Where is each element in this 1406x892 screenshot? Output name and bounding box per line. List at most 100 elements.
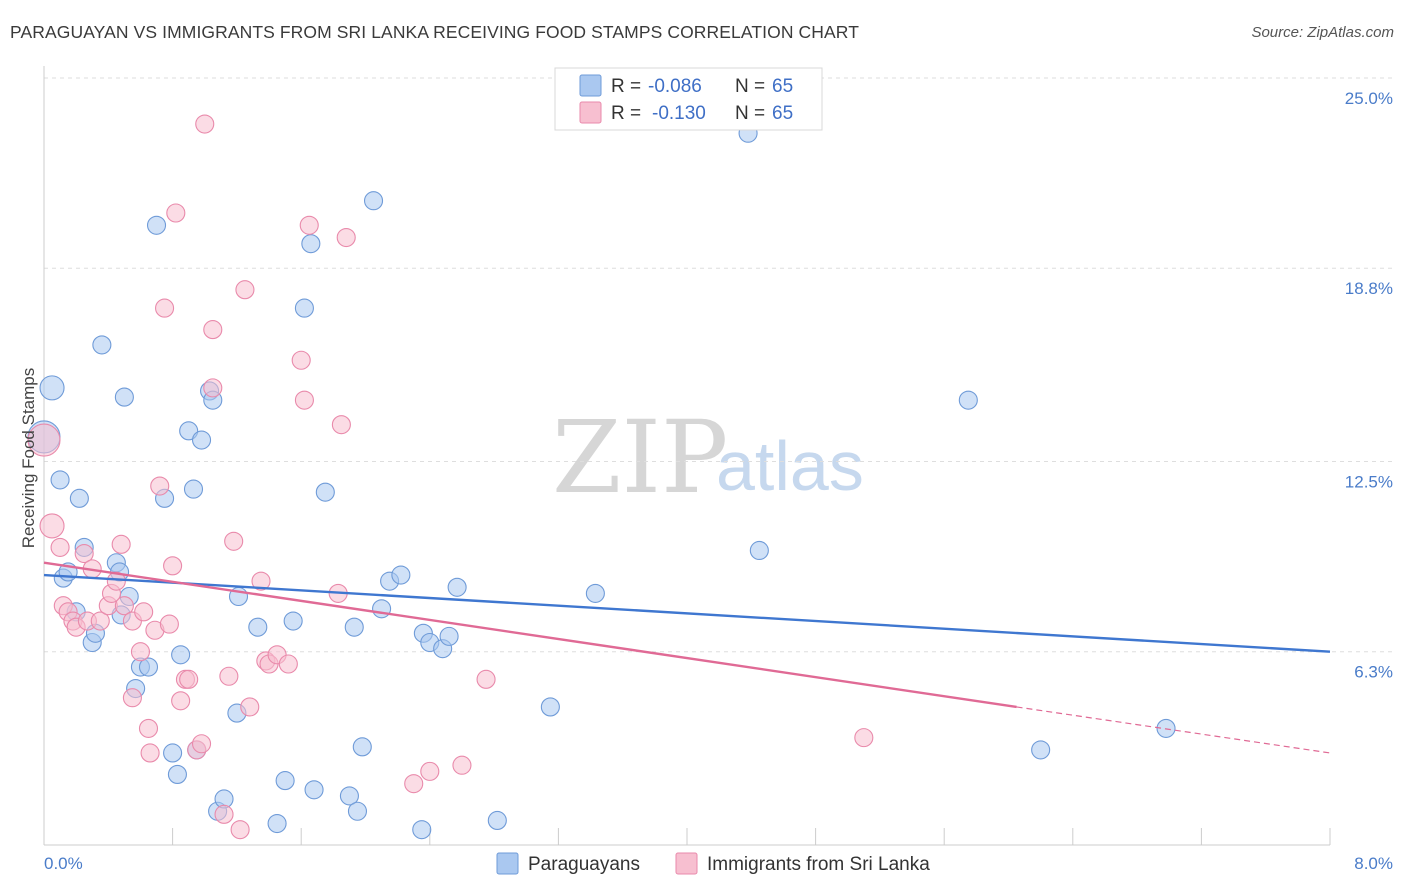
sri-lanka-point-19[interactable]: [134, 602, 154, 622]
bottom-legend-sri-lanka[interactable]: Immigrants from Sri Lanka: [707, 854, 930, 875]
paraguayan-point-39[interactable]: [301, 234, 321, 254]
sri-lanka-point-48[interactable]: [294, 390, 314, 410]
sri-lanka-point-51[interactable]: [331, 415, 351, 435]
sri-lanka-point-49[interactable]: [299, 215, 319, 235]
paraguayan-point-24[interactable]: [179, 421, 199, 441]
sri-lanka-point-36[interactable]: [214, 804, 234, 824]
sri-lanka-point-0[interactable]: [27, 423, 61, 457]
sri-lanka-point-42[interactable]: [251, 571, 271, 591]
sri-lanka-point-33[interactable]: [195, 114, 215, 134]
paraguayan-point-22[interactable]: [167, 764, 187, 784]
watermark-atlas: atlas: [716, 427, 864, 505]
sri-lanka-point-54[interactable]: [420, 761, 440, 781]
paraguayan-point-47[interactable]: [372, 599, 392, 619]
paraguayan-point-50[interactable]: [412, 820, 432, 840]
paraguayan-point-21[interactable]: [163, 743, 183, 763]
bottom-legend-swatch-paraguayans[interactable]: [496, 852, 519, 875]
sri-lanka-point-10[interactable]: [90, 611, 110, 631]
paraguayan-point-57[interactable]: [540, 697, 560, 717]
paraguayan-point-44[interactable]: [347, 801, 368, 821]
tick-labels: 6.3% 12.5% 18.8% 25.0% 0.0% 8.0%: [44, 89, 1393, 873]
y-tick-label-2: 18.8%: [1345, 279, 1393, 298]
sri-lanka-point-37[interactable]: [219, 666, 239, 686]
paraguayan-point-40[interactable]: [304, 780, 324, 800]
paraguayan-point-36[interactable]: [275, 771, 295, 791]
sri-lanka-point-35[interactable]: [203, 378, 223, 398]
data-points: [27, 114, 1176, 840]
sri-lanka-point-56[interactable]: [476, 669, 496, 689]
bottom-legend-paraguayans[interactable]: Paraguayans: [528, 854, 640, 875]
sri-lanka-point-20[interactable]: [138, 718, 159, 738]
paraguayan-point-54[interactable]: [439, 626, 459, 646]
sri-lanka-point-46[interactable]: [278, 654, 298, 674]
sri-lanka-point-30[interactable]: [179, 669, 199, 689]
sri-lanka-point-38[interactable]: [224, 531, 244, 551]
sri-lanka-point-40[interactable]: [235, 280, 255, 300]
paraguayan-point-60[interactable]: [749, 540, 769, 561]
sri-lanka-point-47[interactable]: [291, 350, 311, 370]
paraguayan-point-2[interactable]: [50, 470, 70, 490]
paraguayan-point-6[interactable]: [69, 488, 89, 508]
sri-lanka-point-15[interactable]: [114, 596, 134, 616]
legend-r-label-1: R =: [611, 103, 641, 124]
paraguayan-point-38[interactable]: [294, 298, 314, 318]
paraguayan-point-18[interactable]: [138, 657, 159, 677]
sri-lanka-point-55[interactable]: [452, 755, 472, 775]
sri-lanka-point-52[interactable]: [336, 227, 356, 248]
sri-lanka-point-17[interactable]: [122, 688, 142, 708]
paraguayan-point-43[interactable]: [344, 617, 364, 637]
legend-r-label-0: R =: [611, 76, 641, 97]
sri-lanka-point-13[interactable]: [106, 571, 126, 591]
paraguayan-point-55[interactable]: [447, 577, 467, 597]
y-tick-label-3: 25.0%: [1345, 89, 1393, 108]
paraguayan-point-45[interactable]: [352, 737, 372, 757]
paraguayan-point-34[interactable]: [248, 617, 268, 637]
top-legend: R = -0.086 N = 65 R = -0.130 N = 65: [554, 67, 823, 131]
paraguayan-point-41[interactable]: [315, 482, 335, 502]
sri-lanka-point-23[interactable]: [150, 476, 170, 496]
sri-lanka-point-53[interactable]: [404, 774, 424, 794]
sri-lanka-point-2[interactable]: [50, 537, 70, 557]
paraguayan-point-35[interactable]: [267, 813, 287, 834]
sri-lanka-point-18[interactable]: [130, 642, 150, 662]
chart-title: PARAGUAYAN VS IMMIGRANTS FROM SRI LANKA …: [10, 22, 859, 42]
sri-lanka-point-57[interactable]: [854, 728, 874, 748]
sri-lanka-point-14[interactable]: [111, 534, 131, 554]
sri-lanka-point-41[interactable]: [240, 697, 260, 717]
paraguayan-point-37[interactable]: [283, 611, 303, 631]
sri-lanka-point-25[interactable]: [159, 614, 179, 634]
sri-lanka-point-34[interactable]: [203, 320, 223, 340]
legend-n-label-1: N =: [735, 103, 765, 124]
paraguayan-point-62[interactable]: [1031, 740, 1051, 760]
paraguayan-point-19[interactable]: [146, 215, 167, 235]
bottom-legend-swatch-sri-lanka[interactable]: [675, 852, 698, 875]
paraguayan-point-49[interactable]: [391, 565, 411, 585]
watermark-zip: ZIP: [552, 399, 728, 516]
paraguayan-point-56[interactable]: [487, 810, 507, 831]
sri-lanka-point-26[interactable]: [163, 556, 183, 576]
paraguayan-point-46[interactable]: [363, 191, 384, 211]
sri-lanka-point-32[interactable]: [191, 734, 212, 754]
sri-lanka-point-39[interactable]: [230, 820, 250, 840]
sri-lanka-point-7[interactable]: [74, 543, 94, 564]
paraguayan-point-61[interactable]: [958, 390, 978, 410]
sri-lanka-point-21[interactable]: [140, 743, 160, 763]
sri-lanka-point-27[interactable]: [166, 203, 186, 223]
paraguayan-point-58[interactable]: [585, 583, 605, 603]
paraguayan-point-42[interactable]: [339, 786, 359, 806]
paraguayan-trend-line: [43, 573, 1331, 653]
paraguayan-point-10[interactable]: [92, 335, 112, 355]
sri-lanka-point-24[interactable]: [155, 298, 175, 318]
sri-lanka-point-1[interactable]: [39, 513, 65, 539]
legend-r-value-0: -0.086: [648, 76, 702, 97]
sri-lanka-point-28[interactable]: [171, 691, 191, 711]
y-tick-label-0: 6.3%: [1354, 663, 1393, 682]
paraguayan-point-23[interactable]: [171, 645, 191, 665]
paraguayan-point-27[interactable]: [191, 430, 212, 450]
paraguayan-point-25[interactable]: [183, 479, 204, 499]
paraguayan-point-1[interactable]: [39, 375, 65, 401]
paraguayan-point-14[interactable]: [114, 387, 134, 407]
legend-n-label-0: N =: [735, 76, 765, 97]
y-tick-label-1: 12.5%: [1345, 473, 1393, 492]
